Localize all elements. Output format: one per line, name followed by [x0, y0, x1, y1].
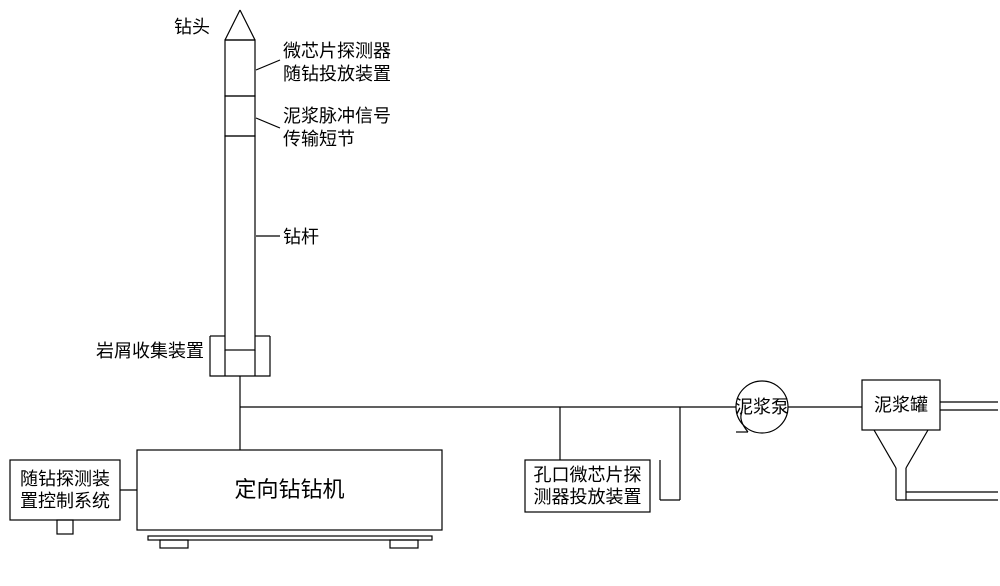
label-probe-launch: 微芯片探测器 随钻投放装置 [283, 40, 391, 85]
label-drill-rod: 钻杆 [283, 226, 319, 249]
label-wellhead-launcher: 孔口微芯片探 测器投放装置 [525, 460, 650, 512]
label-mud-pump: 泥浆泵 [736, 381, 788, 433]
label-drill-bit: 钻头 [174, 16, 210, 39]
label-cuttings-collector: 岩屑收集装置 [96, 340, 204, 363]
label-control-system: 随钻探测装 置控制系统 [10, 460, 120, 520]
label-mud-tank: 泥浆罐 [862, 380, 940, 430]
label-drill-rig: 定向钻钻机 [137, 450, 442, 530]
label-mud-pulse-sub: 泥浆脉冲信号 传输短节 [283, 105, 391, 150]
